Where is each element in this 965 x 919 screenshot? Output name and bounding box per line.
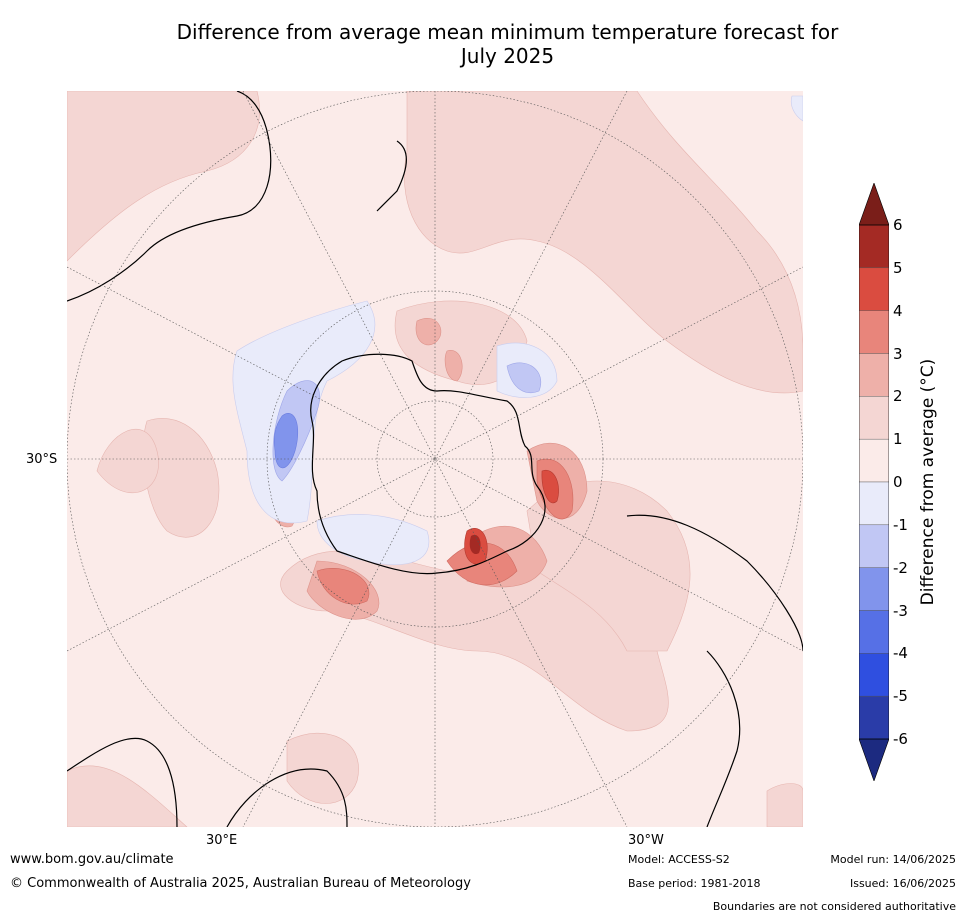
footer-issued: Issued: 16/06/2025	[849, 877, 956, 890]
colorbar-tick-label: 4	[893, 301, 903, 320]
colorbar-over-triangle	[859, 183, 889, 226]
coastline-africa	[67, 737, 348, 827]
title-line-1: Difference from average mean minimum tem…	[176, 20, 839, 44]
colorbar-segment	[859, 267, 889, 311]
title-line-2: July 2025	[460, 44, 555, 68]
coastline-new-zealand	[376, 140, 407, 212]
colorbar-tick-label: 1	[893, 430, 903, 449]
colorbar-segment	[859, 224, 889, 269]
anomaly-0-1	[67, 91, 803, 827]
colorbar-tick-label: -6	[893, 730, 908, 748]
footer-copyright: © Commonwealth of Australia 2025, Austra…	[10, 876, 471, 891]
colorbar-under-triangle	[859, 738, 889, 781]
coastlines	[67, 91, 803, 827]
graticule-circle-inner	[376, 400, 494, 518]
chart-title: Difference from average mean minimum tem…	[60, 20, 955, 68]
colorbar-label: Difference from average (°C)	[918, 358, 938, 606]
colorbar-tick-label: 3	[893, 344, 903, 363]
colorbar-segment	[859, 610, 889, 654]
lon-label-30w: 30°W	[628, 833, 664, 848]
colorbar-segment	[859, 653, 889, 697]
coastline-australia	[67, 91, 272, 302]
anomaly-core-max	[469, 534, 481, 555]
footer-disclaimer: Boundaries are not considered authoritat…	[712, 900, 956, 913]
footer-model-run: Model run: 14/06/2025	[830, 853, 956, 866]
colorbar-tick-label: -2	[893, 558, 908, 577]
colorbar-tick-label: -4	[893, 644, 908, 663]
colorbar-segment	[859, 524, 889, 568]
colorbar-outline	[859, 224, 889, 740]
colorbar-tick-label: 2	[893, 387, 903, 406]
colorbar-tick-label: 6	[893, 216, 903, 234]
colorbar-segment	[859, 567, 889, 611]
colorbar-tick-label: -5	[893, 687, 908, 706]
lon-label-30e: 30°E	[206, 833, 238, 848]
colorbar-tick-label: -3	[893, 601, 908, 620]
colorbar-segment	[859, 695, 889, 740]
lat-label-30s: 30°S	[26, 452, 58, 467]
colorbar	[859, 183, 889, 781]
footer-base-period: Base period: 1981-2018	[628, 877, 761, 890]
footer-model: Model: ACCESS-S2	[628, 853, 730, 866]
map-panel	[67, 91, 803, 827]
colorbar-tick-label: 5	[893, 258, 903, 277]
anomaly-neg-2-3	[273, 413, 299, 469]
coastline-south-america	[626, 514, 803, 827]
colorbar-segments	[859, 224, 889, 740]
colorbar-segment	[859, 481, 889, 526]
colorbar-tick-label: -1	[893, 515, 908, 534]
colorbar-tick-label: 0	[893, 473, 903, 491]
coastline-antarctica	[310, 353, 546, 575]
graticule	[67, 91, 803, 827]
colorbar-segment	[859, 310, 889, 354]
colorbar-segment	[859, 438, 889, 483]
footer-url[interactable]: www.bom.gov.au/climate	[10, 852, 174, 867]
colorbar-segment	[859, 353, 889, 397]
colorbar-segment	[859, 396, 889, 440]
